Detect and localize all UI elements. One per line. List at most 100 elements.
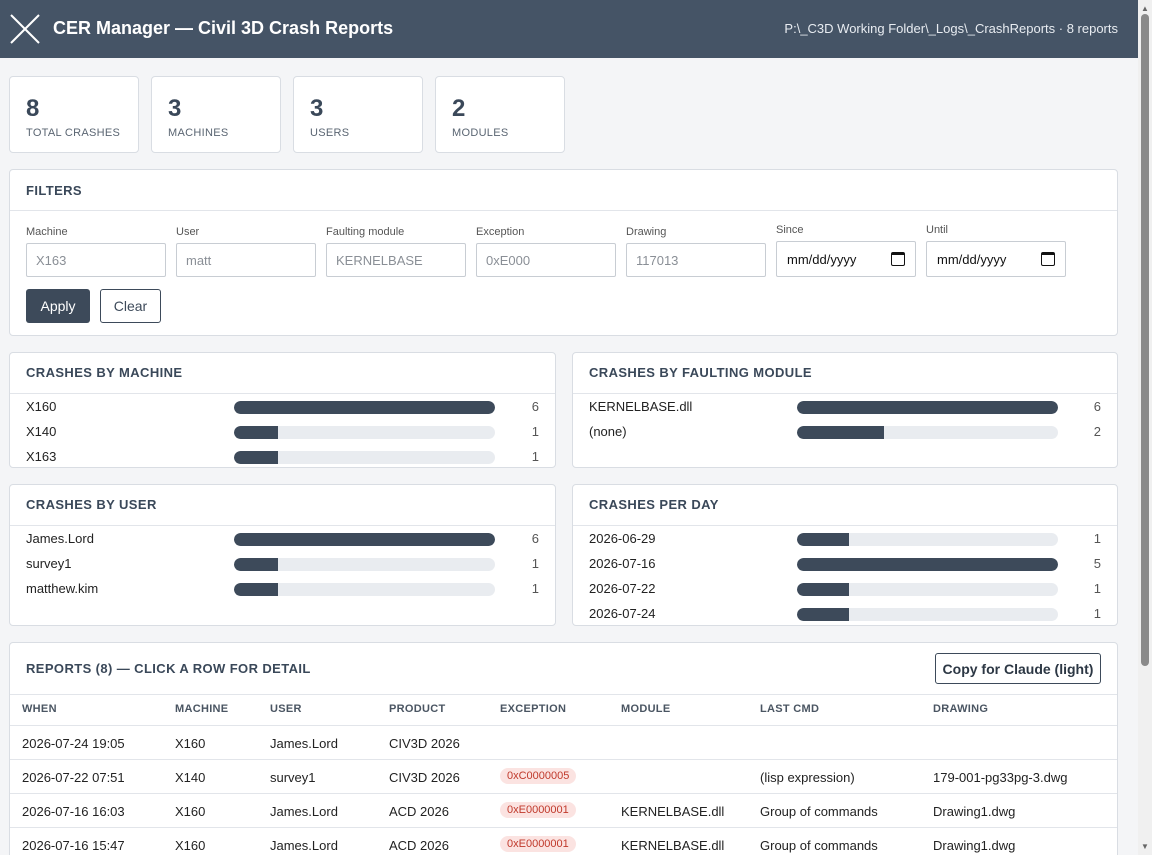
page-scrollbar[interactable]: ▲ ▼: [1138, 0, 1152, 855]
report-path: P:\_C3D Working Folder\_Logs\_CrashRepor…: [784, 21, 1118, 36]
crashes-per-day-title: CRASHES PER DAY: [589, 497, 719, 512]
bar-row: (none) 2: [573, 424, 1117, 449]
bar-count: 1: [531, 424, 539, 439]
since-date-value: mm/dd/yyyy: [787, 252, 857, 267]
bar-label: survey1: [26, 556, 72, 571]
until-date-input[interactable]: mm/dd/yyyy: [926, 241, 1066, 277]
bar-label: 2026-07-16: [589, 556, 656, 571]
column-header-exception[interactable]: EXCEPTION: [500, 703, 567, 715]
column-header-when[interactable]: WHEN: [22, 703, 57, 715]
bar-label: 2026-06-29: [589, 531, 656, 546]
bar-count: 5: [1093, 556, 1101, 571]
stat-label: TOTAL CRASHES: [26, 127, 121, 139]
filters-panel: FILTERS Machine User Faulting module Exc…: [9, 169, 1118, 336]
bar-label: 2026-07-22: [589, 581, 656, 596]
table-row[interactable]: 2026-07-16 16:03 X160 James.Lord ACD 202…: [10, 793, 1117, 827]
bar-label: James.Lord: [26, 531, 94, 546]
calendar-icon[interactable]: [1041, 252, 1055, 266]
bar-row: 2026-07-16 5: [573, 556, 1117, 581]
bar-fill: [234, 533, 495, 546]
bar-row: 2026-07-22 1: [573, 581, 1117, 606]
bar-count: 6: [531, 399, 539, 414]
bar-track: [797, 583, 1058, 596]
crashes-by-module-title: CRASHES BY FAULTING MODULE: [589, 365, 812, 380]
bar-track: [234, 558, 495, 571]
exception-filter-input[interactable]: [476, 243, 616, 277]
cell-last-cmd: (lisp expression): [760, 770, 855, 785]
cell-user: James.Lord: [270, 804, 338, 819]
column-header-module[interactable]: MODULE: [621, 703, 671, 715]
cell-drawing: 179-001-pg33pg-3.dwg: [933, 770, 1068, 785]
drawing-filter-input[interactable]: [626, 243, 766, 277]
user-filter-label: User: [176, 226, 200, 238]
cell-product: ACD 2026: [389, 804, 449, 819]
copy-for-claude-button[interactable]: Copy for Claude (light): [935, 653, 1101, 684]
bar-row: X140 1: [10, 424, 555, 449]
machine-filter-label: Machine: [26, 226, 68, 238]
drawing-filter-label: Drawing: [626, 226, 667, 238]
calendar-icon[interactable]: [891, 252, 905, 266]
cell-when: 2026-07-24 19:05: [22, 736, 125, 751]
crashes-by-machine-panel: CRASHES BY MACHINE X160 6 X140 1 X163 1: [9, 352, 556, 468]
bar-row: X160 6: [10, 399, 555, 424]
cell-when: 2026-07-22 07:51: [22, 770, 125, 785]
table-row[interactable]: 2026-07-22 07:51 X140 survey1 CIV3D 2026…: [10, 759, 1117, 793]
cell-user: survey1: [270, 770, 316, 785]
bar-fill: [234, 583, 278, 596]
bar-track: [797, 533, 1058, 546]
bar-label: KERNELBASE.dll: [589, 399, 693, 414]
crashes-by-user-panel: CRASHES BY USER James.Lord 6 survey1 1 matth…: [9, 484, 556, 626]
stat-value: 8: [26, 95, 40, 122]
bar-fill: [797, 533, 850, 546]
machine-filter-input[interactable]: [26, 243, 166, 277]
bar-row: X163 1: [10, 449, 555, 467]
bar-fill: [234, 451, 278, 464]
stat-value: 2: [452, 95, 466, 122]
column-header-drawing[interactable]: DRAWING: [933, 703, 989, 715]
scroll-down-icon[interactable]: ▼: [1141, 842, 1149, 851]
module-filter-input[interactable]: [326, 243, 466, 277]
bar-fill: [797, 558, 1058, 571]
cell-machine: X160: [175, 804, 206, 819]
user-filter-input[interactable]: [176, 243, 316, 277]
bar-fill: [797, 426, 884, 439]
cell-machine: X160: [175, 736, 206, 751]
clear-button[interactable]: Clear: [100, 289, 161, 323]
crashes-by-user-title: CRASHES BY USER: [26, 497, 157, 512]
bar-label: 2026-07-24: [589, 606, 656, 621]
bar-track: [797, 608, 1058, 621]
cell-product: CIV3D 2026: [389, 770, 460, 785]
bar-track: [234, 451, 495, 464]
column-header-user[interactable]: USER: [270, 703, 302, 715]
scroll-thumb[interactable]: [1141, 14, 1149, 666]
x-logo-icon: [10, 14, 40, 44]
bar-track: [234, 583, 495, 596]
bar-count: 6: [1093, 399, 1101, 414]
app-title: CER Manager — Civil 3D Crash Reports: [53, 18, 394, 38]
column-header-last-cmd[interactable]: LAST CMD: [760, 703, 820, 715]
stat-label: USERS: [310, 127, 350, 139]
bar-count: 1: [531, 581, 539, 596]
scroll-up-icon[interactable]: ▲: [1141, 4, 1149, 13]
crashes-per-day-panel: CRASHES PER DAY 2026-06-29 1 2026-07-16 5 20…: [572, 484, 1118, 626]
column-header-product[interactable]: PRODUCT: [389, 703, 446, 715]
cell-module: KERNELBASE.dll: [621, 804, 725, 819]
until-filter-label: Until: [926, 224, 949, 236]
bar-fill: [234, 558, 278, 571]
cell-user: James.Lord: [270, 838, 338, 853]
stat-label: MACHINES: [168, 127, 229, 139]
table-row[interactable]: 2026-07-24 19:05 X160 James.Lord CIV3D 2…: [10, 725, 1117, 759]
bar-label: X140: [26, 424, 57, 439]
column-header-machine[interactable]: MACHINE: [175, 703, 229, 715]
apply-button[interactable]: Apply: [26, 289, 90, 323]
exception-filter-label: Exception: [476, 226, 525, 238]
since-date-input[interactable]: mm/dd/yyyy: [776, 241, 916, 277]
stat-card-users: 3 USERS: [293, 76, 423, 153]
cell-user: James.Lord: [270, 736, 338, 751]
bar-label: X160: [26, 399, 57, 414]
stat-card-machines: 3 MACHINES: [151, 76, 281, 153]
table-row[interactable]: 2026-07-16 15:47 X160 James.Lord ACD 202…: [10, 827, 1117, 855]
bar-fill: [234, 401, 495, 414]
panel-divider: [573, 393, 1117, 394]
bar-count: 1: [531, 449, 539, 464]
